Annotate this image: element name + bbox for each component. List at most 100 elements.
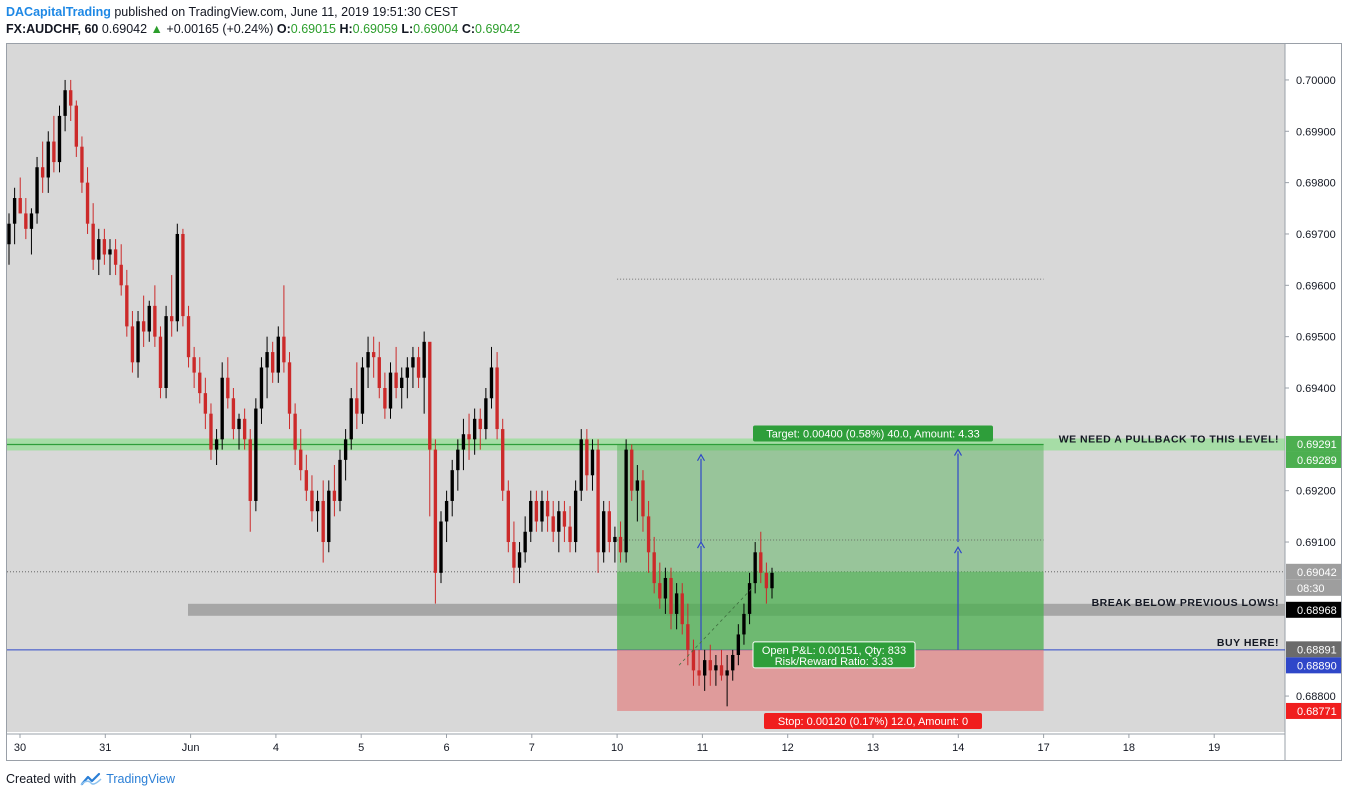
candle-body: [523, 531, 527, 553]
ohlc-line: FX:AUDCHF, 60 0.69042 ▲ +0.00165 (+0.24%…: [6, 21, 520, 38]
candle-body: [113, 249, 118, 265]
candle-body: [444, 500, 449, 522]
open-label: O:: [276, 22, 291, 36]
price-marker-box: [1286, 601, 1341, 618]
candle-body: [719, 665, 724, 676]
price-chart[interactable]: WE NEED A PULLBACK TO THIS LEVEL! BREAK …: [7, 44, 1341, 760]
time-tick-label: 13: [867, 742, 879, 754]
candle-body: [663, 577, 668, 599]
price-axis-background: [1285, 44, 1341, 760]
risk-reward-label: Risk/Reward Ratio: 3.33: [775, 656, 894, 668]
price-marker-label: 08:30: [1297, 583, 1325, 595]
time-tick-label: 10: [611, 742, 623, 754]
candle-body: [568, 526, 572, 543]
candle-body: [108, 249, 112, 255]
candle-body: [501, 429, 505, 491]
candle-body: [557, 511, 561, 532]
candle-body: [467, 434, 471, 440]
candle-body: [708, 660, 712, 671]
candle-body: [153, 305, 157, 337]
candle-body: [74, 105, 79, 147]
candle-body: [618, 536, 623, 553]
arrow-up-icon: [953, 448, 963, 456]
published-info: published on TradingView.com, June 11, 2…: [114, 5, 458, 19]
candle-body: [192, 357, 196, 373]
candle-body: [517, 552, 522, 568]
close-value: 0.69042: [475, 22, 521, 36]
candle-body: [613, 536, 617, 543]
candle-body: [175, 233, 179, 322]
time-tick-label: 31: [99, 742, 111, 754]
candle-body: [198, 372, 202, 394]
price-marker-box: [1286, 579, 1341, 596]
price-marker-box: [1286, 641, 1341, 658]
close-label: C:: [461, 22, 476, 36]
pullback-annotation: WE NEED A PULLBACK TO THIS LEVEL!: [1059, 433, 1279, 445]
candle-body: [551, 516, 555, 532]
high-label: H:: [339, 22, 353, 36]
tradingview-brand[interactable]: TradingView: [106, 772, 175, 786]
price-tick-label: 0.70000: [1296, 75, 1336, 87]
candle-body: [57, 115, 62, 163]
price-tick-label: 0.69400: [1296, 383, 1336, 395]
candle-body: [158, 336, 163, 388]
time-tick-label: 4: [273, 742, 279, 754]
price-marker-box: [1286, 451, 1341, 468]
candle-body: [450, 470, 454, 501]
low-label: L:: [401, 22, 414, 36]
candle-body: [293, 413, 297, 450]
price-marker-label: 0.69042: [1297, 567, 1337, 579]
price-marker-box: [1286, 435, 1341, 452]
stop-label: Stop: 0.00120 (0.17%) 12.0, Amount: 0: [778, 716, 968, 728]
price-change: +0.00165 (+0.24%): [166, 22, 274, 36]
price-tick-label: 0.69200: [1296, 486, 1336, 498]
candle-body: [759, 552, 763, 573]
target-label-box: [753, 425, 993, 442]
open-value: 0.69015: [290, 22, 336, 36]
candle-body: [226, 377, 230, 399]
arrow-up-icon: [696, 453, 706, 462]
candle-body: [742, 613, 746, 635]
price-tick-label: 0.69100: [1296, 537, 1336, 549]
time-tick-label: 19: [1208, 742, 1220, 754]
candle-body: [472, 418, 477, 440]
candle-body: [506, 490, 510, 543]
candle-body: [136, 321, 140, 363]
candle-body: [461, 434, 466, 450]
candle-body: [439, 521, 443, 573]
candle-body: [85, 182, 90, 224]
candle-body: [686, 624, 690, 650]
candle-body: [697, 670, 701, 676]
candle-body: [287, 362, 292, 414]
candle-body: [512, 542, 516, 568]
candle-body: [349, 398, 353, 440]
price-axis[interactable]: 0.70000 0.69900 0.69800 0.69700 0.69600 0.695…: [1285, 75, 1336, 703]
candle-body: [125, 285, 129, 327]
candle-body: [770, 572, 774, 589]
candle-body: [130, 326, 135, 363]
candle-body: [102, 239, 107, 255]
tradingview-logo-icon: [80, 772, 102, 786]
candle-body: [635, 480, 640, 491]
candle-body: [371, 352, 376, 358]
price-tick-label: 0.69700: [1296, 229, 1336, 241]
candle-body: [80, 146, 84, 183]
price-marker-label: 0.68771: [1297, 706, 1337, 718]
time-tick-label: 17: [1037, 742, 1049, 754]
chart-header: DACapitalTrading published on TradingVie…: [6, 4, 520, 38]
author-link[interactable]: DACapitalTrading: [6, 5, 111, 19]
candle-body: [242, 418, 247, 440]
price-tick-label: 0.69600: [1296, 280, 1336, 292]
time-axis[interactable]: 30 31 Jun 4 5 6 7 10 11 12 13 14 17 18 19: [14, 734, 1220, 754]
candle-body: [271, 352, 275, 373]
candle-body: [332, 490, 337, 501]
candle-body: [24, 213, 28, 229]
candle-body: [702, 660, 707, 676]
candle-body: [405, 367, 410, 378]
candle-body: [237, 418, 241, 430]
candle-body: [231, 398, 236, 430]
candle-body: [388, 372, 393, 409]
candle-body: [529, 500, 533, 532]
candle-body: [315, 500, 320, 512]
candle-body: [360, 367, 365, 414]
